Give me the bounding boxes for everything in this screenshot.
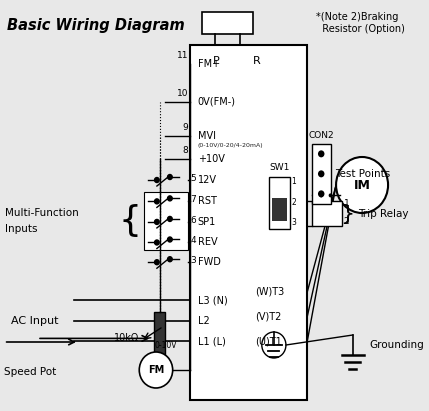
Text: 6: 6	[190, 216, 196, 225]
Text: 2: 2	[344, 217, 349, 226]
Bar	[190, 45, 307, 400]
Text: RST: RST	[198, 196, 217, 206]
Bar	[312, 201, 341, 226]
Circle shape	[139, 352, 173, 388]
Circle shape	[154, 260, 159, 265]
Text: Trip Relay: Trip Relay	[358, 209, 409, 219]
Bar	[144, 192, 188, 250]
Bar	[154, 312, 165, 360]
Text: P: P	[213, 56, 220, 66]
Text: 1: 1	[344, 199, 349, 208]
Text: (W)T3: (W)T3	[255, 287, 284, 297]
Circle shape	[168, 175, 172, 180]
Text: Grounding: Grounding	[369, 340, 424, 350]
Circle shape	[336, 157, 388, 213]
Text: FM+: FM+	[198, 59, 220, 69]
Text: L3 (N): L3 (N)	[198, 295, 227, 305]
Text: 2: 2	[292, 198, 296, 207]
Text: SW1: SW1	[269, 163, 290, 172]
Text: }: }	[340, 204, 354, 224]
Text: {: {	[118, 204, 142, 238]
Circle shape	[168, 257, 172, 262]
Text: 0V(FM-): 0V(FM-)	[198, 97, 236, 107]
Text: 4: 4	[190, 236, 196, 245]
Text: 10: 10	[177, 89, 188, 98]
Bar	[202, 12, 254, 34]
Circle shape	[262, 332, 286, 358]
Circle shape	[154, 240, 159, 245]
Text: Multi-Function: Multi-Function	[5, 208, 79, 218]
Text: Basic Wiring Diagram: Basic Wiring Diagram	[7, 18, 185, 33]
Circle shape	[318, 170, 324, 178]
Text: 3: 3	[190, 256, 196, 265]
Circle shape	[154, 199, 159, 204]
Text: (0-10V/0-20/4-20mA): (0-10V/0-20/4-20mA)	[198, 143, 263, 148]
Circle shape	[319, 194, 323, 197]
Circle shape	[168, 196, 172, 201]
Text: 8: 8	[183, 145, 188, 155]
Circle shape	[154, 178, 159, 182]
Circle shape	[154, 219, 159, 224]
Text: MVI: MVI	[198, 131, 216, 141]
Text: 0-10V: 0-10V	[154, 341, 176, 350]
Text: CON2: CON2	[308, 131, 334, 140]
Text: (V)T2: (V)T2	[255, 312, 282, 321]
Text: 7: 7	[190, 195, 196, 204]
Bar	[269, 177, 290, 229]
Text: 11: 11	[177, 51, 188, 60]
Text: *(Note 2)Braking
  Resistor (Option): *(Note 2)Braking Resistor (Option)	[316, 12, 405, 34]
Text: IM: IM	[353, 178, 371, 192]
Circle shape	[318, 190, 324, 197]
Bar	[312, 144, 330, 204]
Text: 5: 5	[190, 174, 196, 183]
Text: R: R	[253, 56, 261, 66]
Circle shape	[318, 150, 324, 157]
Text: AC Input: AC Input	[11, 316, 59, 326]
Text: 3: 3	[292, 218, 296, 227]
Text: FWD: FWD	[198, 257, 221, 267]
Text: 1: 1	[292, 178, 296, 187]
Text: Speed Pot: Speed Pot	[4, 367, 56, 377]
Text: Inputs: Inputs	[5, 224, 37, 234]
Text: 10kΩ: 10kΩ	[114, 333, 139, 344]
Bar	[272, 198, 287, 221]
Text: SP1: SP1	[198, 217, 216, 227]
Text: FM: FM	[148, 365, 164, 375]
Text: 12V: 12V	[198, 175, 217, 185]
Circle shape	[168, 217, 172, 222]
Text: REV: REV	[198, 238, 218, 247]
Text: (U)T1: (U)T1	[255, 336, 282, 346]
Text: Test Points: Test Points	[335, 169, 390, 179]
Circle shape	[329, 194, 332, 197]
Text: L1 (L): L1 (L)	[198, 336, 226, 346]
Text: +10V: +10V	[198, 154, 225, 164]
Circle shape	[168, 237, 172, 242]
Text: 9: 9	[183, 122, 188, 132]
Text: L2: L2	[198, 316, 209, 326]
